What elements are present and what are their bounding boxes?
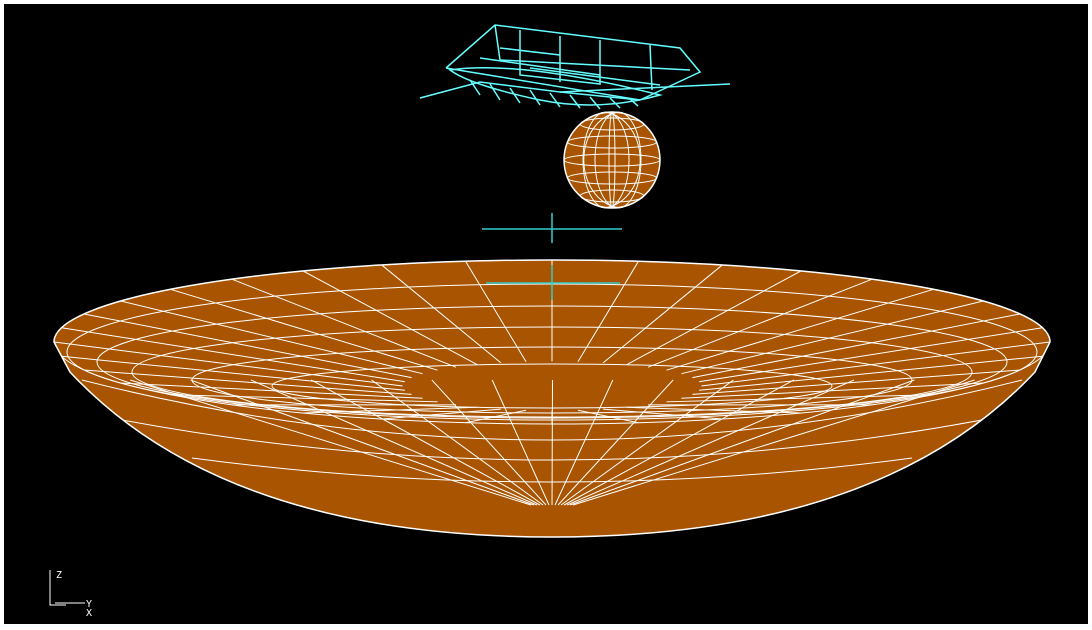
axis-triad: Z Y X: [49, 570, 92, 619]
dish-rib: [190, 379, 535, 506]
dish-rib: [371, 379, 544, 506]
sphere-parallel: [579, 189, 645, 203]
dish-rib: [602, 264, 723, 364]
sphere-surface: [563, 111, 661, 209]
dish-rib: [681, 300, 984, 375]
dish-rib: [381, 408, 501, 420]
dish-rib: [692, 369, 1021, 395]
dish-rib: [311, 379, 541, 506]
dish-rib: [130, 379, 532, 506]
dish-rib: [250, 379, 538, 506]
dish-grid: [54, 260, 1050, 506]
axis-label: Z: [56, 570, 62, 581]
dish-rib: [120, 382, 423, 399]
dish-rib: [465, 409, 527, 424]
axis-label: Y: [86, 599, 92, 610]
dish-rib: [170, 394, 438, 403]
dish-rib: [603, 408, 723, 420]
axis-label: X: [86, 608, 92, 619]
dish-rib: [83, 313, 412, 379]
dish-rib: [577, 409, 639, 424]
dish-rib: [563, 379, 794, 506]
dish-rib: [569, 379, 915, 506]
dish-rib: [61, 355, 405, 391]
dish-rib: [557, 379, 674, 506]
dish-rib: [231, 278, 457, 368]
dish-rib: [431, 379, 547, 506]
dish-rib: [699, 327, 1043, 383]
crosshairs: [482, 213, 622, 300]
dish-rib: [560, 379, 734, 506]
dish-rib: [54, 341, 403, 387]
sphere-parallel: [567, 171, 657, 185]
sphere-parallel: [579, 117, 645, 131]
sphere-meridian: [582, 111, 630, 209]
dish-rib: [666, 394, 934, 403]
dish-rib: [692, 313, 1021, 379]
sphere-parallel: [563, 153, 661, 167]
dish-rib: [83, 369, 412, 395]
dish-model: [53, 259, 1051, 538]
dish-rib: [701, 341, 1050, 387]
sphere-model: [563, 111, 661, 209]
dish-rib: [302, 270, 478, 366]
dish-rib: [465, 260, 527, 363]
sphere-parallel: [567, 135, 657, 149]
dish-rib: [577, 260, 639, 363]
dish-rib: [170, 288, 438, 371]
wireframe-model: [419, 24, 731, 110]
dish-rib: [61, 327, 405, 383]
dish-rib: [554, 379, 614, 506]
dish-rib: [626, 406, 802, 414]
dish-rib: [699, 355, 1043, 391]
dish-rib: [647, 278, 873, 368]
dish-rib: [381, 264, 502, 364]
dish-rib: [120, 300, 423, 375]
dish-rib: [666, 288, 934, 371]
dish-rib: [681, 382, 984, 399]
dish-rib: [491, 379, 550, 506]
dish-rib: [302, 406, 478, 414]
dish-rib: [566, 379, 855, 506]
dish-rib: [626, 270, 802, 366]
sphere-meridian: [608, 111, 616, 209]
dish-rib: [572, 379, 975, 506]
